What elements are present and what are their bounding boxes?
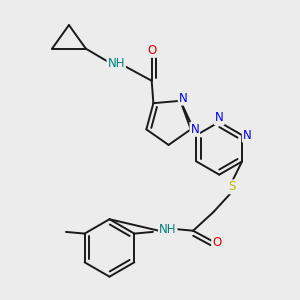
- Text: O: O: [212, 236, 221, 249]
- Text: N: N: [215, 111, 224, 124]
- Text: N: N: [190, 123, 199, 136]
- Text: N: N: [243, 129, 251, 142]
- Text: NH: NH: [107, 57, 125, 70]
- Text: N: N: [179, 92, 188, 105]
- Text: O: O: [147, 44, 156, 57]
- Text: S: S: [228, 180, 236, 193]
- Text: NH: NH: [159, 223, 176, 236]
